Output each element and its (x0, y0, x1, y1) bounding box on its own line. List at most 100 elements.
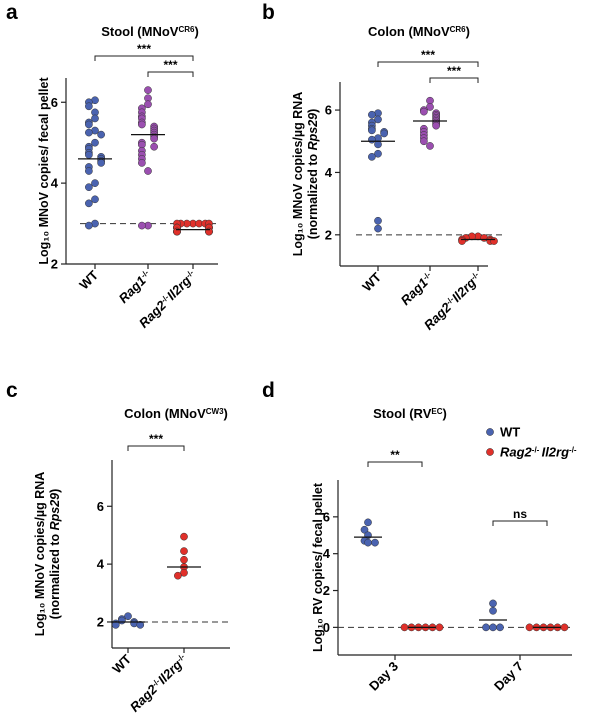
data-point (91, 114, 99, 123)
data-point (364, 518, 372, 527)
x-tick-label: WT (359, 269, 384, 294)
data-point (85, 199, 93, 208)
panel-letter-b: b (262, 1, 275, 24)
y-tick-label: 4 (323, 546, 331, 561)
data-point (150, 134, 158, 143)
significance-bracket (147, 71, 194, 77)
y-tick-label: 2 (97, 614, 104, 629)
panel-letter-a: a (6, 1, 18, 24)
data-point (91, 195, 99, 204)
data-point (400, 623, 409, 632)
y-axis-label: Log₁₀ RV copies/ fecal pellet (311, 482, 325, 652)
significance-bracket (94, 55, 194, 61)
y-axis-label-line: (normalized to Rps29) (48, 489, 62, 620)
legend-marker (486, 428, 494, 436)
significance-bracket (127, 445, 185, 451)
y-tick-label: 4 (325, 165, 333, 180)
y-tick-label: 2 (325, 227, 332, 242)
x-tick-label: WT (76, 267, 101, 292)
data-point (91, 179, 99, 187)
data-point (368, 110, 376, 119)
data-point (144, 167, 152, 175)
data-point (432, 121, 440, 130)
data-point (85, 183, 93, 192)
data-point (496, 623, 504, 632)
data-point (138, 120, 146, 129)
data-point (364, 538, 372, 547)
x-tick-label: Rag2-/-Il2rg-/- (127, 651, 190, 714)
significance-bracket (429, 77, 479, 83)
data-point (85, 102, 93, 111)
data-point (85, 128, 93, 137)
data-point (180, 555, 188, 564)
data-point (150, 142, 158, 151)
significance-bracket (377, 61, 479, 67)
y-axis-label-line: Log₁₀ RV copies/ fecal pellet (311, 482, 325, 652)
data-point (525, 623, 534, 632)
data-point (490, 237, 498, 245)
data-point (85, 221, 93, 230)
data-point (560, 623, 569, 632)
chart-title: Stool (RVEC) (373, 406, 447, 421)
significance-bracket (367, 461, 423, 467)
x-tick-label: Rag1-/- (116, 267, 155, 306)
data-point (144, 86, 152, 94)
data-point (420, 107, 428, 116)
y-axis-label-line: Log₁₀ MNoV copies/ fecal pellet (37, 77, 51, 265)
data-point (435, 623, 444, 632)
data-point (489, 599, 497, 608)
y-tick-label: 6 (51, 95, 58, 110)
panel-letter-d: d (262, 379, 275, 402)
data-point (374, 216, 382, 225)
data-point (426, 142, 434, 150)
panel-letter-c: c (6, 379, 18, 402)
significance-label: *** (421, 48, 435, 62)
data-point (138, 159, 146, 167)
significance-label: *** (149, 432, 163, 446)
y-tick-label: 2 (323, 583, 330, 598)
data-point (85, 150, 93, 159)
data-point (489, 606, 497, 615)
data-point (380, 129, 388, 138)
data-point (144, 100, 152, 109)
y-axis-label: Log₁₀ MNoV copies/µg RNA (normalized to R… (291, 92, 320, 257)
legend-marker (486, 448, 494, 456)
y-axis-label-line: Log₁₀ MNoV copies/µg RNA (33, 472, 47, 637)
legend-label: WT (500, 425, 520, 440)
chart-title: Colon (MNoVCW3) (124, 406, 228, 421)
data-point (426, 103, 434, 111)
y-axis-label: Log₁₀ MNoV copies/µg RNA (normalized to R… (33, 472, 62, 637)
y-tick-label: 6 (325, 103, 332, 118)
significance-label: *** (447, 64, 461, 78)
legend-label: Rag2-/- Il2rg-/- (500, 445, 577, 460)
y-tick-label: 4 (51, 176, 59, 191)
data-point (489, 623, 497, 632)
chart-panel-b: Colon (MNoVCR6) 2 4 6 Log₁₀ MNoV copies/µg R… (291, 24, 504, 333)
y-tick-label: 6 (97, 499, 104, 514)
significance-bracket (492, 520, 548, 526)
data-point (138, 221, 146, 230)
data-point (368, 152, 376, 161)
significance-label: *** (137, 42, 151, 56)
data-point (374, 149, 382, 158)
data-point (368, 135, 376, 144)
y-axis-label: Log₁₀ MNoV copies/ fecal pellet (37, 77, 51, 265)
y-axis-label-line: Log₁₀ MNoV copies/µg RNA (291, 92, 305, 257)
y-tick-label: 6 (323, 509, 330, 524)
data-point (374, 115, 382, 124)
data-point (85, 167, 93, 175)
chart-title: Stool (MNoVCR6) (101, 24, 199, 39)
data-point (180, 532, 188, 541)
data-point (85, 120, 93, 129)
x-tick-label: Day 7 (491, 659, 526, 694)
y-tick-label: 0 (323, 620, 330, 635)
x-tick-label: Day 3 (366, 659, 401, 694)
data-point (97, 159, 105, 167)
significance-label: ns (513, 507, 527, 521)
significance-label: *** (163, 58, 177, 72)
data-point (91, 138, 99, 147)
data-point (458, 237, 466, 245)
